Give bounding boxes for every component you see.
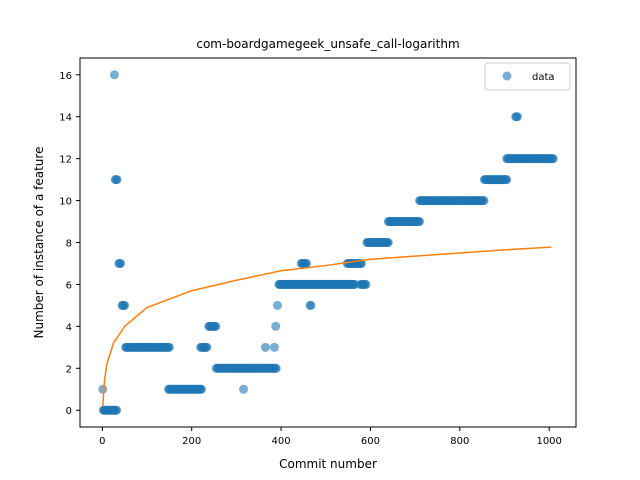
x-axis-label: Commit number <box>279 457 377 471</box>
data-point <box>211 321 221 331</box>
data-point <box>164 342 174 352</box>
data-point <box>197 384 207 394</box>
legend-entry-data: data <box>532 72 555 83</box>
x-tick-label: 200 <box>182 436 201 447</box>
data-point <box>383 238 393 247</box>
y-axis-label: Number of instance of a feature <box>32 147 46 339</box>
data-point <box>415 217 425 227</box>
data-point <box>116 258 126 268</box>
y-axis-ticks: 0 2 4 6 8 10 12 14 16 <box>59 71 80 417</box>
data-point <box>306 300 316 310</box>
x-tick-label: 600 <box>361 436 380 447</box>
data-point <box>512 112 522 122</box>
x-tick-label: 1000 <box>536 436 561 447</box>
x-tick-label: 400 <box>272 436 291 447</box>
y-tick-label: 4 <box>66 322 72 333</box>
data-point <box>479 196 489 206</box>
y-tick-label: 10 <box>59 197 72 208</box>
y-tick-label: 2 <box>66 364 72 375</box>
y-tick-label: 16 <box>59 71 72 82</box>
data-point <box>260 342 270 352</box>
data-point <box>271 321 281 331</box>
data-point <box>112 175 122 185</box>
data-point <box>502 175 512 185</box>
data-point <box>112 405 122 415</box>
data-point <box>202 342 212 352</box>
data-point <box>273 300 283 310</box>
y-tick-label: 0 <box>66 406 72 417</box>
legend-marker <box>502 71 512 81</box>
y-tick-label: 12 <box>59 155 72 166</box>
x-axis-ticks: 0 200 400 600 800 1000 <box>99 427 562 447</box>
y-tick-label: 8 <box>66 239 72 250</box>
data-point <box>109 70 119 80</box>
legend-box <box>484 62 571 91</box>
legend: data <box>484 62 571 91</box>
data-point <box>302 258 312 268</box>
plot-area <box>98 70 558 415</box>
data-point <box>548 154 558 164</box>
x-tick-label: 0 <box>99 436 105 447</box>
plot-frame <box>79 57 577 428</box>
data-point <box>361 279 371 289</box>
chart-title: com-boardgamegeek_unsafe_call-logarithm <box>196 37 459 51</box>
data-point <box>271 363 281 373</box>
x-tick-label: 800 <box>450 436 469 447</box>
y-tick-label: 14 <box>59 113 72 124</box>
data-point <box>98 384 108 394</box>
data-point <box>120 300 130 310</box>
data-point <box>239 384 249 394</box>
fit-line <box>102 246 552 407</box>
data-point <box>269 342 279 352</box>
y-tick-label: 6 <box>66 280 72 291</box>
